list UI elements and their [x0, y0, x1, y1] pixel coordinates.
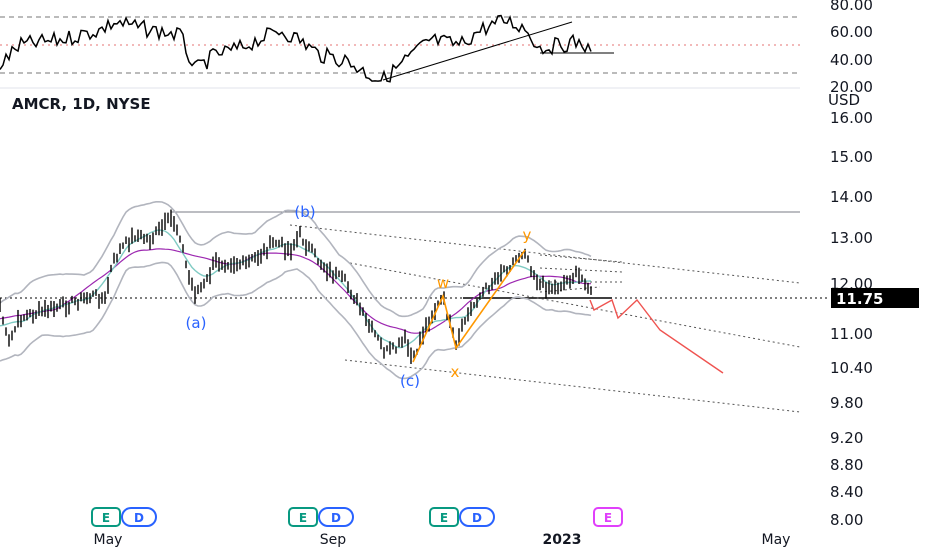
wave-labels: (a) (b) (c) w x y	[186, 203, 532, 390]
dividend-label: D	[331, 511, 341, 525]
price-tick-label: 16.00	[830, 109, 873, 127]
time-axis: May Sep 2023 May	[94, 532, 791, 548]
wave-count-lines	[412, 249, 724, 374]
bollinger-upper	[0, 201, 592, 318]
price-tick-label: 8.00	[830, 511, 863, 529]
wedge-line-1	[539, 254, 623, 263]
time-axis-label: Sep	[320, 532, 347, 548]
price-tick-label: 8.80	[830, 456, 863, 474]
oscillator-tick-label: 80.00	[830, 0, 873, 14]
price-bars	[0, 209, 592, 364]
earnings-dividend-marker[interactable]: E	[593, 507, 623, 527]
slow-moving-average	[0, 248, 591, 334]
price-tick-label: 11.00	[830, 325, 873, 343]
oscillator-tick-label: 60.00	[830, 23, 873, 41]
oscillator-axis: 80.00 60.00 40.00 20.00	[830, 0, 873, 96]
wxy-wave-path	[412, 249, 526, 363]
time-axis-label: May	[762, 532, 791, 548]
dividend-badge[interactable]	[318, 507, 354, 527]
oscillator-line	[0, 14, 592, 83]
earnings-badge[interactable]	[91, 507, 121, 527]
last-price-value: 11.75	[836, 290, 883, 308]
wedge-line-4	[539, 286, 601, 293]
earnings-badge[interactable]	[288, 507, 318, 527]
price-tick-label: 14.00	[830, 188, 873, 206]
earnings-label: E	[440, 511, 448, 525]
oscillator-panel	[0, 14, 800, 89]
price-tick-label: 8.40	[830, 483, 863, 501]
wave-label: x	[451, 363, 460, 381]
wave-label: (b)	[294, 203, 315, 221]
oscillator-tick-label: 20.00	[830, 78, 873, 96]
earnings-label: E	[102, 511, 110, 525]
upper-channel-line	[289, 224, 801, 284]
wave-label: w	[437, 274, 449, 292]
earnings-badge[interactable]	[593, 507, 623, 527]
time-axis-label: 2023	[543, 532, 582, 548]
oscillator-trendline	[382, 21, 573, 81]
price-tick-label: 15.00	[830, 148, 873, 166]
dividend-badge[interactable]	[459, 507, 495, 527]
price-tick-label: 9.20	[830, 429, 863, 447]
oscillator-tick-label: 40.00	[830, 51, 873, 69]
bollinger-lower	[0, 261, 592, 380]
earnings-badge[interactable]	[429, 507, 459, 527]
last-price-badge	[831, 288, 919, 308]
middle-channel-line	[349, 262, 801, 348]
last-price-marker: 11.75	[0, 288, 919, 308]
price-axis: USD 16.0015.0014.0013.0012.0011.0010.409…	[828, 91, 873, 529]
wedge-line-2	[539, 267, 623, 273]
wave-label: y	[523, 226, 532, 244]
earnings-label: E	[604, 511, 612, 525]
dividend-label: D	[134, 511, 144, 525]
dividend-label: D	[472, 511, 482, 525]
earnings-label: E	[299, 511, 307, 525]
price-tick-label: 10.40	[830, 359, 873, 377]
currency-label: USD	[828, 91, 860, 109]
trend-drawings	[171, 211, 801, 413]
price-tick-label: 9.80	[830, 394, 863, 412]
chart-title: AMCR, 1D, NYSE	[12, 95, 151, 113]
dividend-badge[interactable]	[121, 507, 157, 527]
wave-label: (c)	[400, 372, 420, 390]
projected-decline-path	[589, 298, 724, 374]
wave-label: (a)	[186, 314, 207, 332]
time-axis-label: May	[94, 532, 123, 548]
price-tick-label: 13.00	[830, 229, 873, 247]
